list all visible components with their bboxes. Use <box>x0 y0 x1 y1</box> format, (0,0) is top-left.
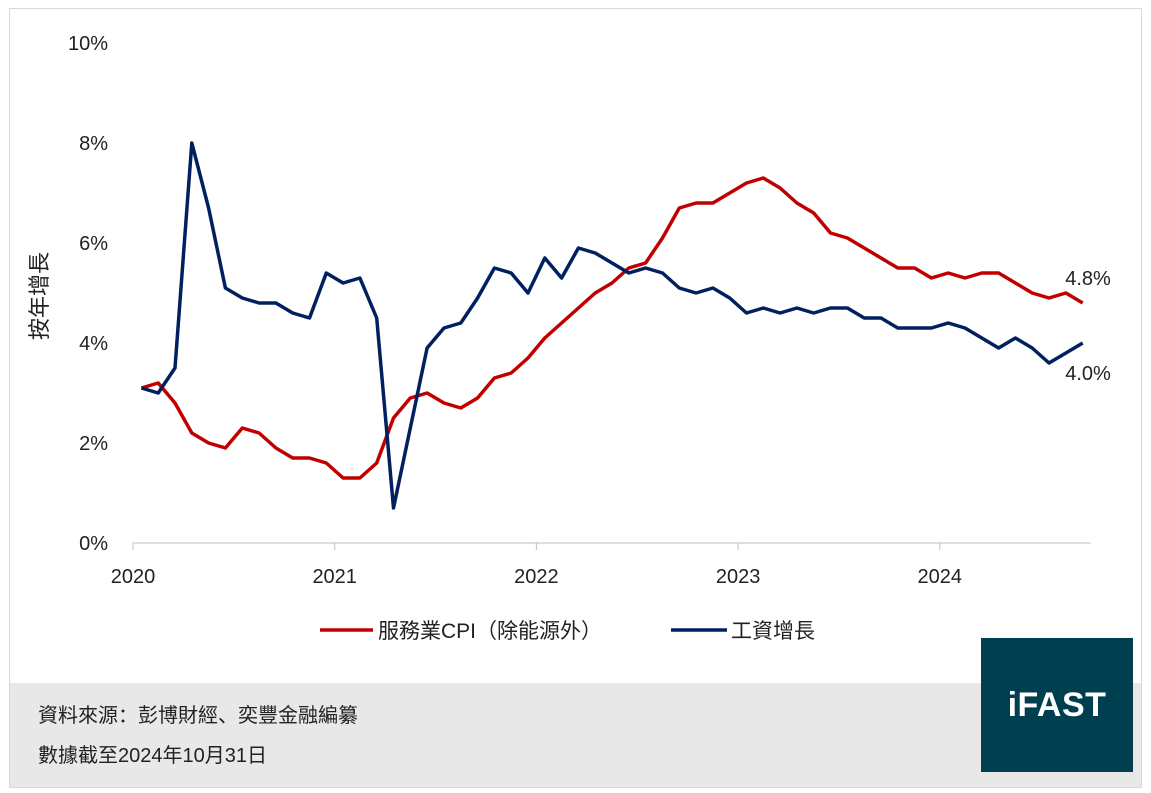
legend: 服務業CPI（除能源外） 工資增長 <box>320 620 815 643</box>
series-group: 4.8% 4.0% <box>140 141 1111 510</box>
end-data-label: 4.0% <box>1065 363 1111 385</box>
x-tick-label: 2022 <box>514 566 559 588</box>
end-data-label: 4.8% <box>1065 268 1111 290</box>
y-axis-label: 按年增長 <box>27 252 52 340</box>
x-tick-label: 2024 <box>918 566 963 588</box>
source-note: 資料來源：彭博財經、奕豐金融編纂 <box>38 705 358 727</box>
chart-frame <box>9 8 1142 788</box>
date-note: 數據截至2024年10月31日 <box>38 745 267 767</box>
x-tick-label: 2023 <box>716 566 761 588</box>
series-line-1 <box>140 141 1084 510</box>
footer: 資料來源：彭博財經、奕豐金融編纂 數據截至2024年10月31日 <box>10 683 1141 787</box>
y-tick-label: 10% <box>68 33 108 55</box>
x-tick-label: 2020 <box>111 566 156 588</box>
y-axis: 0% 2% 4% 6% 8% 10% <box>68 33 108 555</box>
ifast-logo: iFAST <box>981 638 1133 772</box>
legend-label-wage-growth: 工資增長 <box>731 620 815 643</box>
y-tick-label: 6% <box>79 233 108 255</box>
x-tick-label: 2021 <box>312 566 357 588</box>
y-tick-label: 8% <box>79 133 108 155</box>
y-tick-label: 4% <box>79 333 108 355</box>
series-line-0 <box>140 176 1084 480</box>
y-tick-label: 2% <box>79 433 108 455</box>
x-axis: 2020 2021 2022 2023 2024 <box>111 542 1091 588</box>
legend-label-services-cpi: 服務業CPI（除能源外） <box>378 620 602 643</box>
y-tick-label: 0% <box>79 533 108 555</box>
